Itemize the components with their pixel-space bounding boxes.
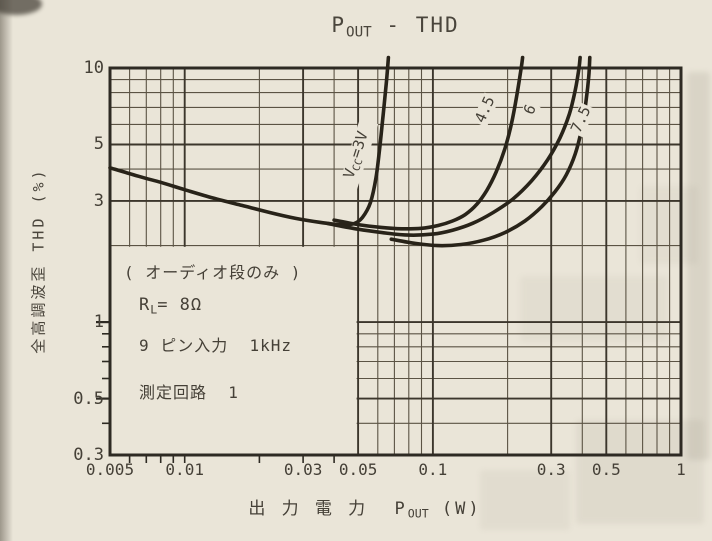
curve-vcc-4-5v	[332, 55, 525, 231]
annotation-text: = 8Ω	[157, 295, 203, 315]
x-tick-label: 0.3	[536, 460, 566, 479]
annotation-subscript: L	[150, 302, 158, 317]
y-tick-label: 0.5	[73, 388, 104, 409]
annotation-text: ( オーディオ段のみ )	[124, 263, 302, 282]
y-tick-label: 3	[93, 190, 104, 211]
x-tick-label: 0.03	[283, 460, 323, 479]
scan-showthrough	[576, 420, 704, 524]
plot-frame	[108, 66, 683, 457]
y-tick-label: 1	[93, 312, 104, 333]
y-tick-label: 5	[93, 134, 104, 155]
x-axis-title: 出 力 電 力 POUT (W)	[60, 494, 670, 521]
annotation-audio-stage-only: ( オーディオ段のみ )	[124, 259, 301, 283]
x-tick-label: 0.005	[85, 460, 135, 479]
annotation-load-resistance: RL= 8Ω	[139, 295, 202, 317]
annotation-box-mask	[111, 246, 357, 454]
x-tick-label: 0.1	[418, 460, 448, 479]
scan-smudge	[0, 0, 42, 15]
annotation-measurement-circuit: 測定回路 1	[139, 379, 239, 403]
x-tick-label: 0.05	[338, 460, 378, 479]
x-tick-label: 0.5	[591, 460, 621, 479]
scan-showthrough	[640, 186, 698, 264]
chart-title: POUT - THD	[110, 13, 681, 41]
annotation-input-pin-frequency: 9 ピン入力 1kHz	[139, 332, 292, 356]
annotation-text: 測定回路 1	[139, 383, 239, 402]
y-tick-label: 10	[83, 58, 104, 78]
scan-gutter-shadow	[0, 0, 13, 541]
x-tick-label: 1	[676, 460, 686, 479]
curve-vcc-3v	[108, 55, 391, 227]
chart-title-text: P	[331, 13, 346, 37]
y-tick-label: 0.3	[73, 445, 104, 465]
scan-showthrough	[480, 470, 570, 530]
x-axis-title-text: 出 力 電 力 P	[248, 499, 408, 519]
annotation-text: 9 ピン入力 1kHz	[139, 336, 293, 355]
annotation-text: R	[139, 295, 151, 315]
curve-vcc-6v	[326, 55, 582, 237]
scan-showthrough	[520, 276, 668, 342]
x-axis-title-subscript: OUT	[407, 506, 429, 521]
scan-showthrough	[687, 72, 710, 460]
x-axis-title-text: (W)	[428, 499, 482, 519]
x-tick-label: 0.01	[165, 460, 204, 479]
chart-title-text: - THD	[371, 13, 460, 37]
chart-title-subscript: OUT	[346, 24, 372, 41]
